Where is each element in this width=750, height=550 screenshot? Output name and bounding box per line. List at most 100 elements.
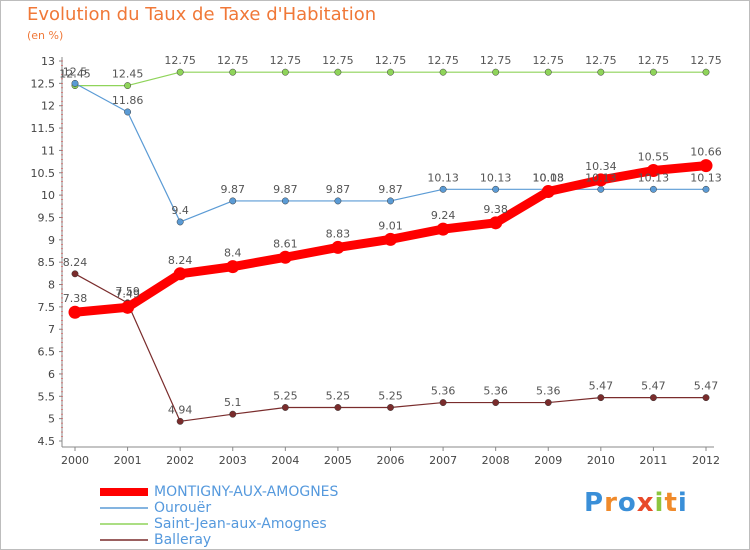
data-label: 9.87 (378, 183, 403, 196)
data-label: 11.86 (112, 94, 144, 107)
x-tick-label: 2011 (639, 454, 667, 467)
data-label: 5.47 (694, 380, 719, 393)
x-tick-label: 2003 (219, 454, 247, 467)
data-point (387, 197, 394, 205)
data-label: 9.38 (483, 203, 508, 216)
data-label: 10.13 (638, 171, 670, 184)
y-tick-label: 11.5 (31, 122, 56, 135)
legend-item-saint-jean[interactable]: Saint-Jean-aux-Amognes (98, 516, 418, 532)
data-point (387, 404, 394, 411)
x-tick-label: 2004 (271, 454, 299, 467)
legend-item-ourouer[interactable]: Ourouër (98, 500, 418, 516)
data-point (492, 399, 500, 407)
data-point (492, 68, 500, 76)
logo-letter: x (636, 488, 655, 518)
data-label: 12.75 (427, 54, 459, 67)
x-tick-label: 2008 (482, 454, 510, 467)
y-tick-label: 10.5 (31, 167, 56, 180)
legend-swatch-saint-jean (100, 523, 148, 525)
x-tick-label: 2007 (429, 454, 457, 467)
data-label: 5.36 (483, 385, 508, 398)
data-point (229, 68, 237, 76)
data-point (68, 305, 82, 319)
data-label: 12.75 (690, 54, 722, 67)
data-point (124, 82, 132, 90)
data-label: 10.13 (533, 171, 565, 184)
logo-letter: r (604, 488, 618, 518)
data-point (173, 267, 187, 281)
y-tick-label: 7 (48, 323, 55, 336)
x-tick-label: 2005 (324, 454, 352, 467)
y-tick-label: 12.5 (31, 77, 56, 90)
data-label: 9.87 (273, 183, 298, 196)
data-point (176, 68, 184, 76)
y-tick-label: 4.5 (38, 435, 56, 448)
data-label: 12.75 (585, 54, 617, 67)
data-point (649, 185, 657, 193)
data-label: 5.36 (431, 385, 456, 398)
y-tick-label: 6 (48, 368, 55, 381)
legend-item-montigny[interactable]: MONTIGNY-AUX-AMOGNES (98, 484, 418, 500)
data-point (544, 399, 552, 407)
data-label: 10.13 (690, 171, 722, 184)
logo-letter: P (584, 488, 605, 518)
data-point (492, 185, 500, 193)
logo-letter: o (617, 488, 637, 518)
data-point (439, 185, 447, 193)
y-tick-label: 8 (48, 279, 55, 292)
data-label: 5.1 (224, 396, 242, 409)
data-label: 10.55 (638, 151, 670, 164)
data-point (702, 394, 710, 402)
y-tick-label: 8.5 (38, 256, 56, 269)
y-tick-label: 7.5 (38, 301, 56, 314)
x-tick-label: 2001 (114, 454, 142, 467)
legend-item-balleray[interactable]: Balleray (98, 532, 418, 548)
data-point (384, 232, 397, 246)
data-point (229, 410, 237, 418)
data-label: 5.25 (378, 389, 403, 402)
data-point (649, 394, 657, 402)
data-point (281, 68, 289, 76)
data-point (229, 197, 237, 205)
data-label: 8.61 (273, 237, 298, 250)
legend-label-balleray: Balleray (154, 532, 212, 548)
data-label: 5.36 (536, 385, 561, 398)
data-label: 12.5 (63, 65, 88, 78)
data-point (334, 68, 342, 76)
data-label: 12.75 (322, 54, 354, 67)
data-point (387, 68, 394, 76)
data-label: 5.47 (641, 380, 666, 393)
data-point (541, 185, 555, 199)
data-label: 8.83 (326, 227, 351, 240)
data-point (597, 68, 605, 76)
data-label: 10.66 (690, 146, 722, 159)
data-label: 10.13 (427, 171, 459, 184)
legend-swatch-balleray (100, 539, 148, 541)
x-tick-label: 2002 (166, 454, 194, 467)
data-label: 10.08 (533, 172, 565, 185)
data-label: 5.25 (273, 389, 298, 402)
data-label: 12.45 (59, 68, 91, 81)
proxiti-logo: Proxiti (584, 488, 688, 518)
y-tick-label: 11 (41, 144, 55, 157)
chart-title: Evolution du Taux de Taxe d'Habitation (27, 4, 377, 25)
data-label: 9.24 (431, 209, 456, 222)
data-label: 9.87 (221, 183, 246, 196)
y-axis-unit: (en %) (27, 29, 64, 42)
legend-label-ourouer: Ourouër (154, 500, 212, 516)
y-tick-label: 13 (41, 55, 55, 68)
data-label: 9.87 (326, 183, 351, 196)
logo-letter: i (677, 488, 688, 518)
y-tick-label: 6.5 (38, 346, 56, 359)
data-point (439, 68, 447, 76)
data-label: 12.75 (217, 54, 249, 67)
data-label: 7.49 (115, 287, 140, 300)
data-label: 10.13 (480, 171, 512, 184)
data-point (121, 300, 135, 314)
x-tick-label: 2012 (692, 454, 720, 467)
y-tick-label: 9 (48, 234, 55, 247)
legend-label-montigny: MONTIGNY-AUX-AMOGNES (154, 484, 339, 500)
data-point (439, 399, 447, 407)
